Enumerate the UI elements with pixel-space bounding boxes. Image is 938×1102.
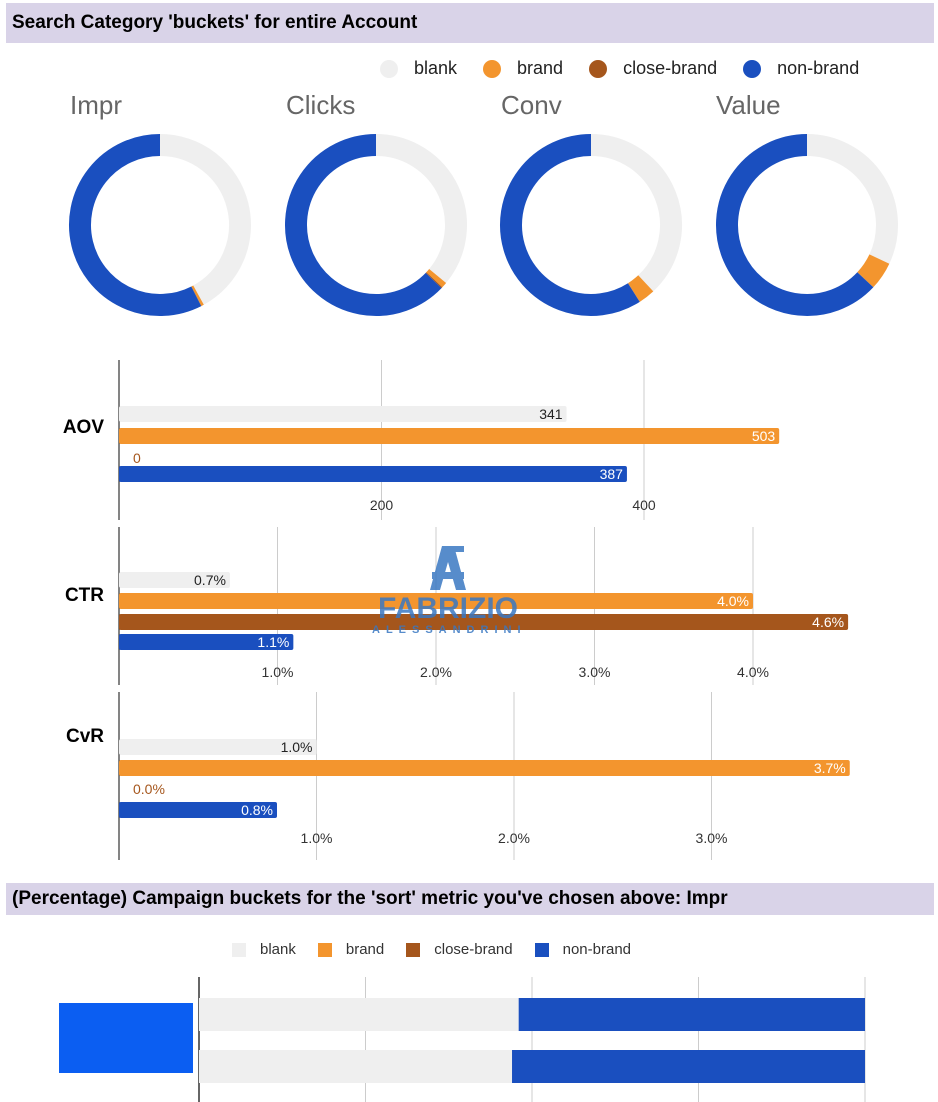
bar-label-cvr-brand: 3.7%: [814, 760, 846, 776]
legend-swatch-blank: [380, 59, 398, 78]
donut-legend: blank brand close-brand non-brand: [366, 58, 859, 79]
watermark-sub: ALESSANDRINI: [372, 624, 527, 636]
stacked-bar-row2-blank[interactable]: [199, 1050, 513, 1083]
stacked-bar-row2-non-brand[interactable]: [512, 1050, 865, 1083]
x-tick-label: 1.0%: [301, 830, 333, 846]
bar-charts: 200 400 AOV 341 503 0 387 1.0% 2.0% 3.0% 4.0% CTR 0.…: [63, 360, 850, 860]
donut-title-impr: Impr: [70, 90, 122, 120]
legend-item-brand[interactable]: brand: [483, 58, 563, 79]
legend-label-non-brand: non-brand: [777, 58, 860, 78]
donut-slice-conv-brand[interactable]: [627, 275, 654, 302]
legend-label-close-brand: close-brand: [623, 58, 718, 78]
stacked-bar-chart: [198, 977, 866, 1102]
donut-slice-clicks-blank[interactable]: [375, 134, 467, 283]
legend2-label-brand: brand: [345, 941, 385, 958]
bar-label-aov-brand: 503: [752, 428, 776, 444]
legend2-item-blank[interactable]: blank: [232, 941, 296, 958]
legend2-label-non-brand: non-brand: [562, 941, 632, 958]
donut-title-value: Value: [716, 90, 781, 120]
donut-slice-impr-brand[interactable]: [191, 285, 204, 307]
donut-slice-value-brand[interactable]: [857, 254, 890, 288]
x-tick-label: 1.0%: [262, 664, 294, 680]
donut-slice-clicks-non-brand[interactable]: [285, 134, 442, 316]
bar-ctr-non-brand[interactable]: [119, 634, 294, 650]
bar-aov-blank[interactable]: [119, 406, 567, 422]
x-tick-label: 3.0%: [579, 664, 611, 680]
legend2-item-close-brand[interactable]: close-brand: [406, 941, 513, 958]
donut-title-conv: Conv: [501, 90, 562, 120]
legend-item-close-brand[interactable]: close-brand: [589, 58, 717, 79]
section-header-campaign-buckets: (Percentage) Campaign buckets for the 's…: [6, 883, 934, 915]
bar-ctr-brand[interactable]: [119, 593, 753, 609]
watermark-name: FABRIZIO: [378, 592, 518, 625]
legend2-swatch-close-brand: [406, 942, 421, 957]
donut-title-clicks: Clicks: [286, 90, 356, 120]
donut-slice-value-blank[interactable]: [806, 134, 898, 264]
bar-label-ctr-non-brand: 1.1%: [257, 634, 289, 650]
bar-panel-title-cvr: CvR: [66, 726, 104, 747]
bar-panel-cvr: 1.0% 2.0% 3.0% CvR 1.0% 3.7% 0.0% 0.8%: [66, 692, 850, 860]
bar-label-cvr-blank: 1.0%: [281, 739, 313, 755]
bar-aov-non-brand[interactable]: [119, 466, 627, 482]
x-tick-label: 400: [632, 497, 656, 513]
stacked-bar-row1-blank[interactable]: [199, 998, 519, 1031]
legend-item-non-brand[interactable]: non-brand: [743, 58, 859, 79]
bar-label-aov-close-brand: 0: [133, 450, 141, 466]
bar-label-aov-blank: 341: [539, 406, 563, 422]
bar-label-ctr-brand: 4.0%: [717, 593, 749, 609]
x-tick-label: 2.0%: [498, 830, 530, 846]
section-header-account-buckets: Search Category 'buckets' for entire Acc…: [6, 3, 934, 43]
donut-slice-impr-non-brand[interactable]: [69, 134, 202, 316]
legend2-label-blank: blank: [260, 941, 296, 958]
legend2-item-brand[interactable]: brand: [317, 941, 385, 958]
x-tick-label: 200: [370, 497, 394, 513]
donut-slice-clicks-brand[interactable]: [426, 268, 447, 288]
x-tick-label: 2.0%: [420, 664, 452, 680]
bar-label-cvr-close-brand: 0.0%: [133, 781, 165, 797]
stacked-legend: blank brand close-brand non-brand: [232, 941, 653, 958]
bar-cvr-blank[interactable]: [119, 739, 317, 755]
bar-cvr-non-brand[interactable]: [119, 802, 277, 818]
stacked-bar-row1-non-brand[interactable]: [518, 998, 865, 1031]
bar-panel-title-aov: AOV: [63, 417, 105, 438]
legend2-swatch-non-brand: [534, 942, 549, 957]
legend2-swatch-blank: [232, 942, 246, 957]
legend-label-brand: brand: [517, 58, 564, 78]
legend-swatch-close-brand: [589, 59, 608, 78]
x-tick-label: 3.0%: [696, 830, 728, 846]
donut-charts: [69, 134, 898, 316]
bar-ctr-blank[interactable]: [119, 572, 230, 588]
bar-label-cvr-non-brand: 0.8%: [241, 802, 273, 818]
bar-label-ctr-blank: 0.7%: [194, 572, 226, 588]
donut-slice-value-non-brand[interactable]: [716, 134, 874, 316]
bar-aov-brand[interactable]: [119, 428, 780, 444]
donut-slice-impr-blank[interactable]: [159, 134, 251, 305]
donut-slice-conv-blank[interactable]: [590, 134, 682, 292]
legend-label-blank: blank: [414, 58, 458, 78]
bar-cvr-brand[interactable]: [119, 760, 850, 776]
legend-swatch-brand: [483, 59, 502, 78]
legend-item-blank[interactable]: blank: [380, 58, 457, 79]
donut-slice-clicks-close-brand[interactable]: [425, 272, 443, 289]
donut-slice-conv-non-brand[interactable]: [500, 134, 640, 316]
bar-panel-aov: 200 400 AOV 341 503 0 387: [63, 360, 780, 520]
bar-panel-title-ctr: CTR: [65, 585, 104, 606]
x-tick-label: 4.0%: [737, 664, 769, 680]
watermark-fa-icon: [430, 546, 466, 590]
legend2-item-non-brand[interactable]: non-brand: [534, 941, 632, 958]
legend2-swatch-brand: [317, 942, 332, 957]
legend2-label-close-brand: close-brand: [434, 941, 513, 958]
legend-swatch-non-brand: [743, 59, 762, 78]
bar-panel-ctr: 1.0% 2.0% 3.0% 4.0% CTR 0.7% 4.0% 4.6% 1.1%: [65, 527, 849, 685]
bar-ctr-close-brand[interactable]: [119, 614, 849, 630]
bar-label-ctr-close-brand: 4.6%: [812, 614, 844, 630]
bar-label-aov-non-brand: 387: [600, 466, 624, 482]
watermark-logo: FABRIZIO ALESSANDRINI: [372, 542, 524, 642]
campaign-selector-block[interactable]: [59, 1003, 193, 1073]
